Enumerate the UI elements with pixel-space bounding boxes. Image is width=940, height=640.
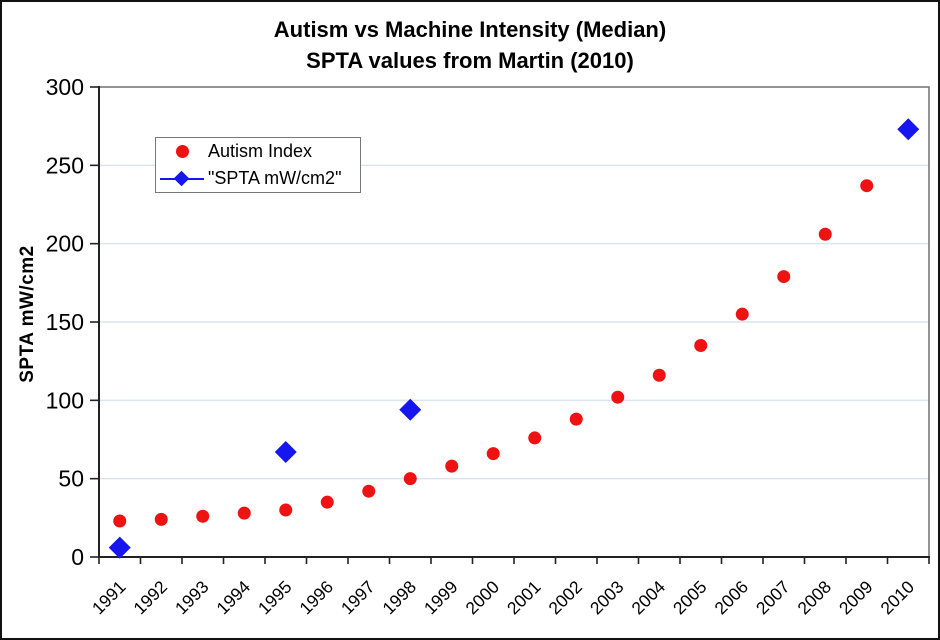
x-tick-label: 2004	[627, 577, 669, 619]
x-tick-label: 2000	[461, 577, 503, 619]
y-tick-label: 200	[46, 231, 84, 257]
x-tick-label: 2010	[876, 577, 918, 619]
x-tick-label: 1993	[171, 577, 213, 619]
y-tick-label: 250	[46, 152, 84, 178]
data-point-2000	[486, 447, 500, 461]
data-point-2009	[860, 179, 874, 193]
legend-item-autism-index: Autism Index	[156, 138, 360, 165]
x-tick-label: 1991	[88, 577, 130, 619]
legend-label: "SPTA mW/cm2"	[208, 168, 342, 188]
blue-diamond-line-marker-icon	[160, 170, 204, 186]
red-circle-marker-icon	[175, 145, 189, 158]
y-tick-label: 150	[46, 309, 84, 335]
data-point-2006	[735, 307, 749, 321]
chart-subtitle: SPTA values from Martin (2010)	[306, 48, 634, 73]
data-point-1998	[403, 472, 417, 486]
data-point-2010	[897, 118, 920, 141]
y-tick-label: 50	[58, 466, 84, 492]
legend-box: Autism Index "SPTA mW/cm2"	[155, 137, 361, 193]
x-tick-label: 1994	[212, 577, 254, 619]
data-point-2002	[569, 412, 583, 426]
data-point-1995	[279, 503, 293, 517]
y-tick-label: 300	[46, 74, 84, 100]
x-tick-label: 1997	[337, 577, 379, 619]
data-point-1999	[445, 459, 459, 473]
data-point-1995	[274, 441, 297, 464]
data-point-2004	[652, 368, 666, 382]
data-point-2003	[611, 390, 625, 404]
chart-title-block: Autism vs Machine Intensity (Median) SPT…	[2, 14, 938, 76]
x-tick-label: 2008	[793, 577, 835, 619]
data-point-1998	[399, 398, 422, 421]
x-tick-label: 1992	[129, 577, 171, 619]
x-tick-label: 1999	[420, 577, 462, 619]
x-tick-label: 2009	[835, 577, 877, 619]
data-point-1994	[237, 506, 251, 520]
data-point-1993	[196, 509, 210, 523]
x-tick-label: 1996	[295, 577, 337, 619]
data-point-1992	[154, 512, 168, 526]
x-tick-label: 2007	[752, 577, 794, 619]
x-tick-label: 2001	[503, 577, 545, 619]
chart-title: Autism vs Machine Intensity (Median)	[273, 17, 667, 42]
legend-label: Autism Index	[208, 141, 313, 161]
data-point-2007	[777, 270, 791, 284]
y-tick-label: 100	[46, 387, 84, 413]
x-tick-label: 2003	[586, 577, 628, 619]
x-tick-label: 1998	[378, 577, 420, 619]
data-point-1996	[320, 495, 334, 509]
data-point-2001	[528, 431, 542, 445]
data-point-1997	[362, 484, 376, 498]
data-point-1991	[113, 514, 127, 528]
legend-item-spta: "SPTA mW/cm2"	[156, 165, 360, 192]
y-tick-label: 0	[71, 544, 84, 570]
x-tick-label: 2002	[544, 577, 586, 619]
data-point-2005	[694, 339, 708, 352]
x-tick-label: 2005	[669, 577, 711, 619]
x-tick-label: 1995	[254, 577, 296, 619]
data-point-1991	[108, 536, 131, 559]
x-tick-label: 2006	[710, 577, 752, 619]
data-point-2008	[818, 227, 832, 241]
